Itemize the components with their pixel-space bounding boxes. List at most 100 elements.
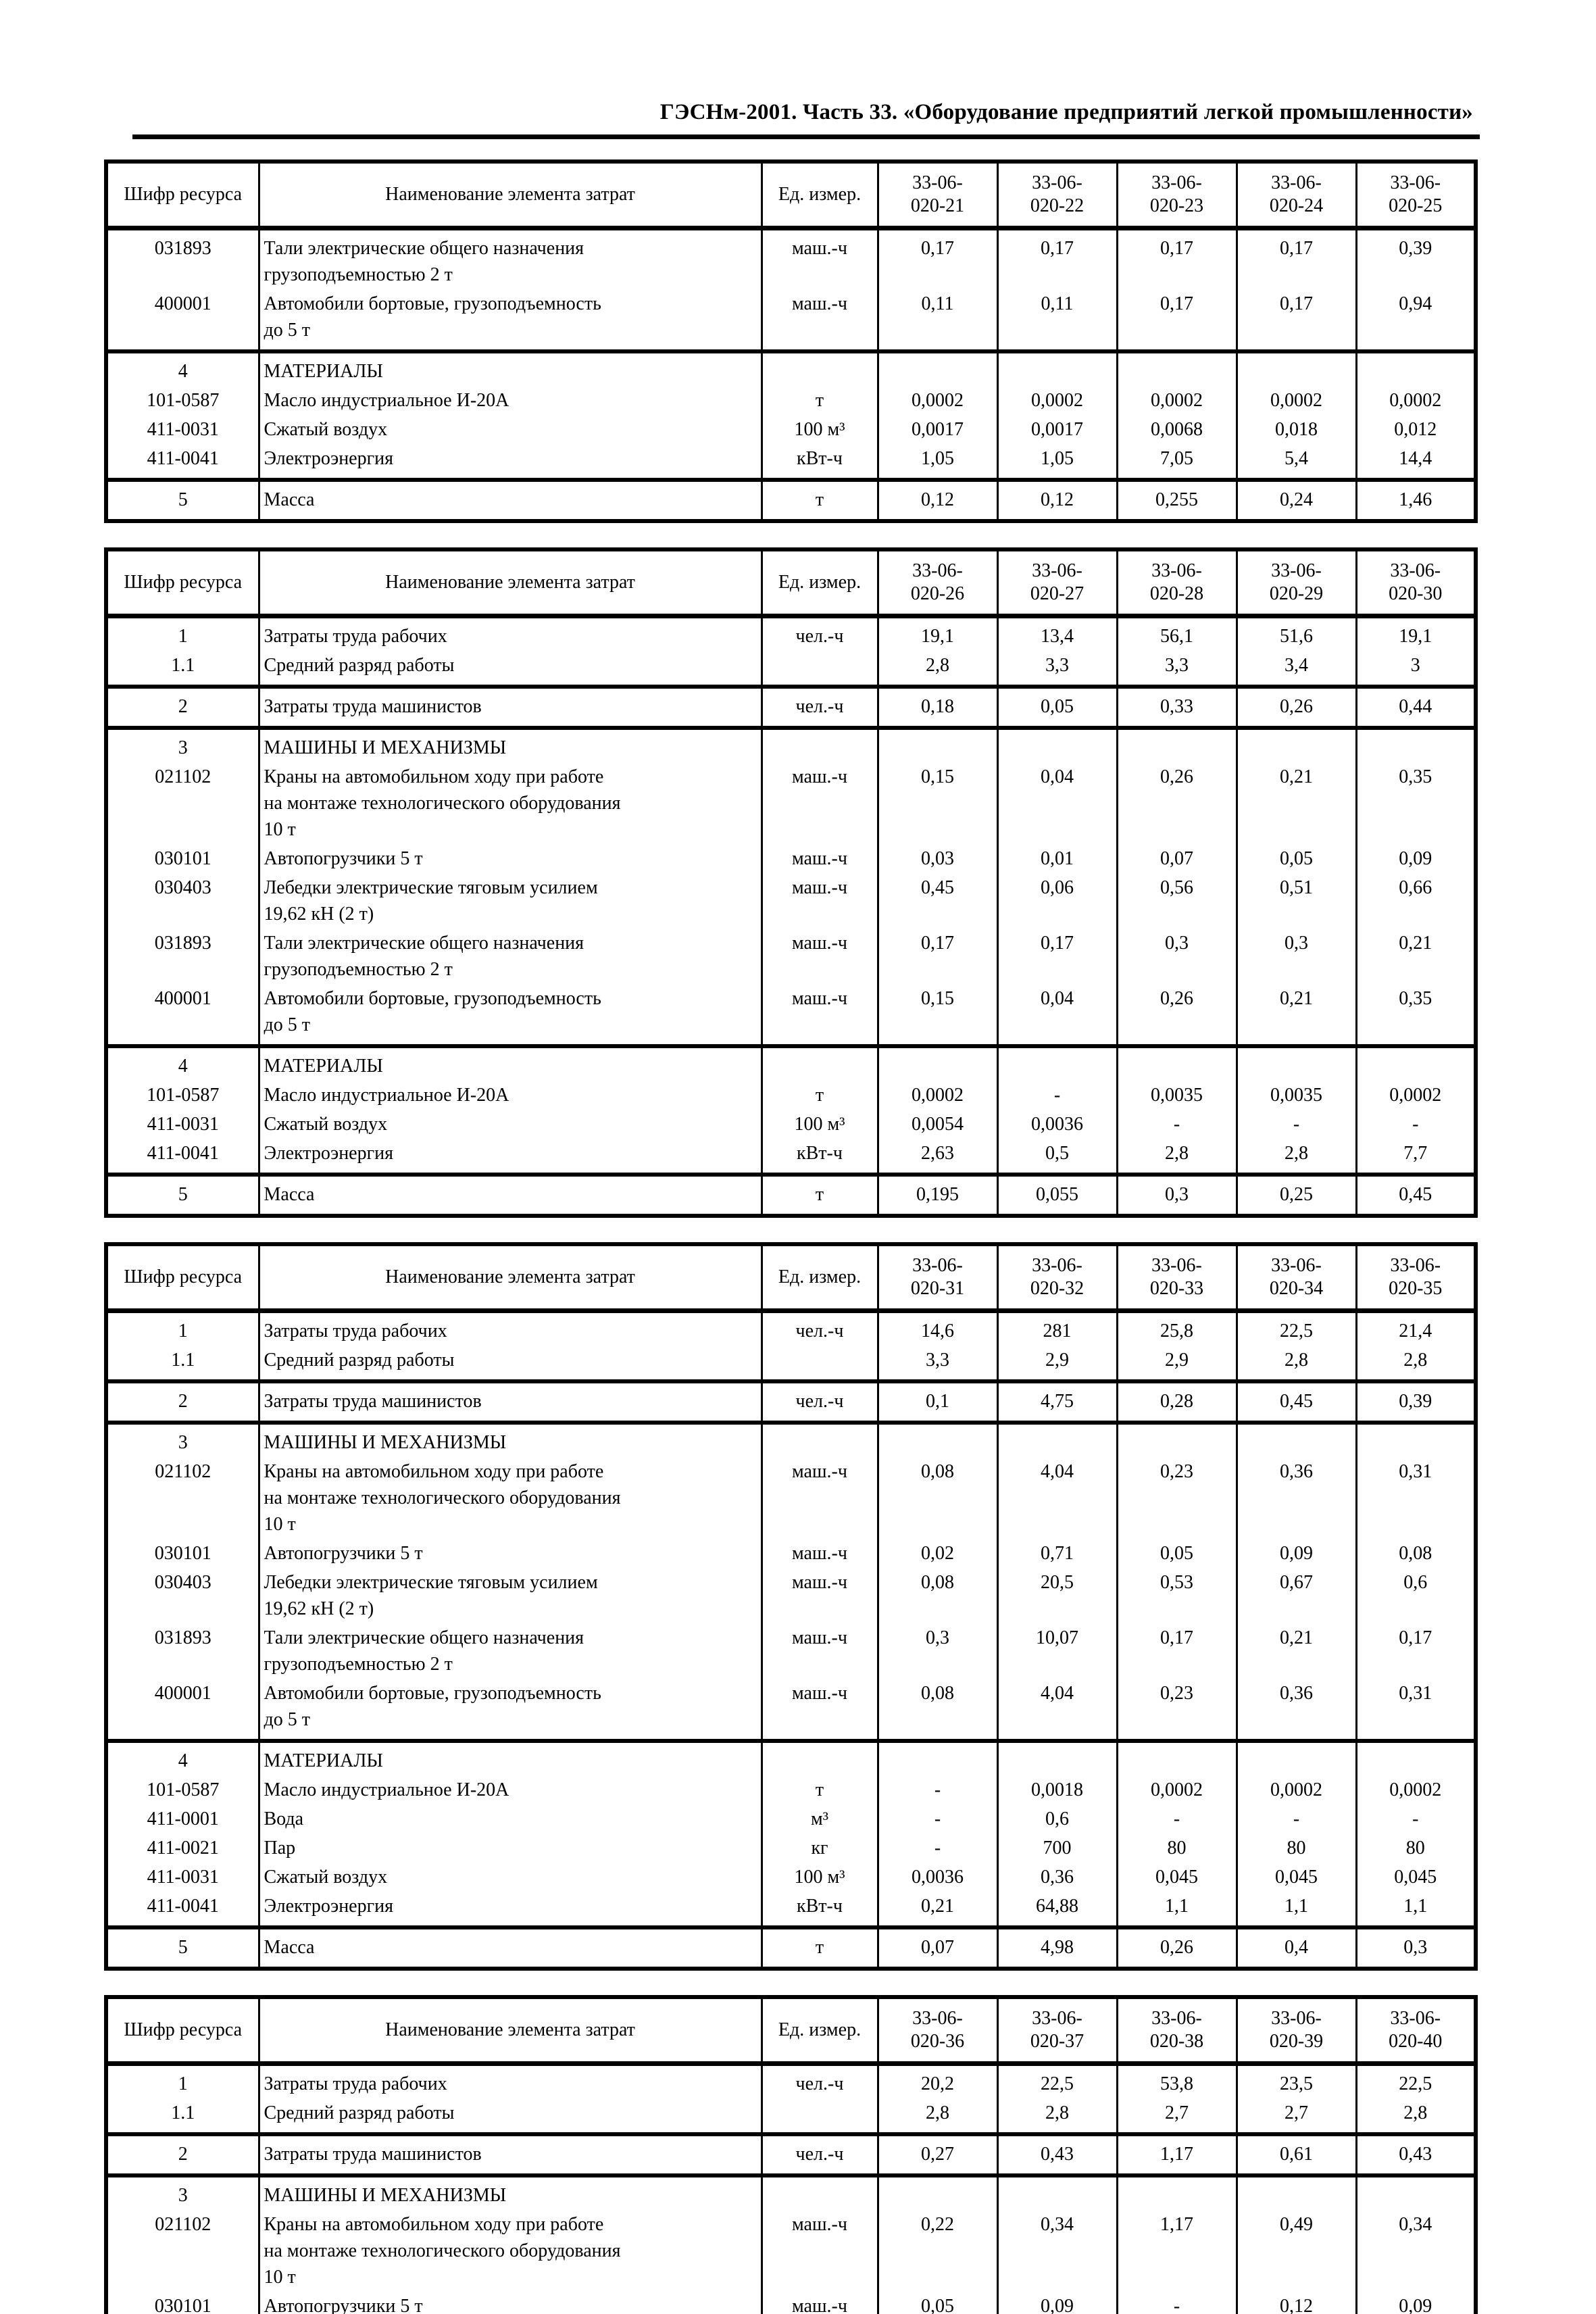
cell-value: 0,0002 — [1116, 1775, 1237, 1804]
table-row: 411-0001 Вода м³ -0,6- - - — [105, 1804, 1476, 1833]
cell-value: 0,12 — [876, 480, 997, 521]
cell-unit — [760, 651, 878, 687]
cell-value: 0,25 — [1235, 1175, 1356, 1216]
cell-cost-element-name: Краны на автомобильном ходу при работе н… — [257, 2210, 762, 2292]
cell-value: 0,28 — [1116, 1381, 1237, 1423]
cell-value: 0,04 — [996, 762, 1117, 844]
cell-value: - — [1355, 1110, 1476, 1139]
cell-value: 2,7 — [1116, 2098, 1237, 2134]
cell-cost-element-name: Средний разряд работы — [257, 2098, 762, 2134]
cell-value: 0,17 — [1355, 1623, 1476, 1679]
table-row: 021102 Краны на автомобильном ходу при ра… — [105, 2210, 1476, 2292]
cell-cost-element-name: МАТЕРИАЛЫ — [257, 1741, 762, 1775]
cell-value: 0,26 — [1235, 687, 1356, 728]
header-rule — [132, 134, 1480, 139]
cell-value: 2,8 — [876, 2098, 997, 2134]
cell-value: 1,1 — [1116, 1892, 1237, 1927]
cell-unit: маш.-ч — [760, 1568, 878, 1623]
cell-value — [1116, 1741, 1237, 1775]
cell-value: 0,17 — [1235, 289, 1356, 351]
table-row: 4 МАТЕРИАЛЫ — [105, 1741, 1476, 1775]
cell-unit — [760, 728, 878, 762]
cell-value: 0,4 — [1235, 1927, 1356, 1969]
header-norm-code: 33-06- 020-30 — [1355, 549, 1476, 616]
cell-value — [1355, 1423, 1476, 1457]
cell-value: 0,17 — [1235, 228, 1356, 289]
cell-cost-element-name: Тали электрические общего назначения гру… — [257, 1623, 762, 1679]
cell-resource-code: 411-0041 — [105, 444, 259, 480]
cell-cost-element-name: Затраты труда рабочих — [257, 2063, 762, 2098]
table-row: 411-0021 Пар кг -700 80 80 80 — [105, 1833, 1476, 1863]
table-header-row: Шифр ресурса Наименование элемента затрат… — [105, 1997, 1476, 2064]
cell-cost-element-name: Масса — [257, 480, 762, 521]
cell-resource-code: 411-0041 — [105, 1139, 259, 1175]
cell-value: 1,17 — [1116, 2134, 1237, 2175]
cell-value: 0,08 — [876, 1457, 997, 1539]
cell-unit — [760, 1346, 878, 1381]
cell-value: 0,0017 — [876, 415, 997, 444]
cell-resource-code: 2 — [105, 687, 259, 728]
cell-value: 0,01 — [996, 844, 1117, 873]
table-row: 5 Масса т 0,195 0,055 0,3 0,25 0,45 — [105, 1175, 1476, 1216]
cell-value: 0,055 — [996, 1175, 1117, 1216]
cell-value: 0,18 — [876, 687, 997, 728]
cell-value: 4,98 — [996, 1927, 1117, 1969]
table-row: 021102 Краны на автомобильном ходу при ра… — [105, 1457, 1476, 1539]
cell-value: 0,15 — [876, 762, 997, 844]
cell-resource-code: 030101 — [105, 844, 259, 873]
table-row: 5 Масса т 0,12 0,12 0,255 0,24 1,46 — [105, 480, 1476, 521]
cell-value: 2,8 — [1235, 1346, 1356, 1381]
cell-unit — [760, 1741, 878, 1775]
cell-value: 0,49 — [1235, 2210, 1356, 2292]
cell-resource-code: 021102 — [105, 1457, 259, 1539]
table-row: 4 МАТЕРИАЛЫ — [105, 351, 1476, 386]
cell-resource-code: 021102 — [105, 2210, 259, 2292]
cell-cost-element-name: Масло индустриальное И-20А — [257, 1081, 762, 1110]
table-row: 4 МАТЕРИАЛЫ — [105, 1046, 1476, 1081]
table-row: 411-0041 Электроэнергия кВт-ч 2,63 0,5 2,8 2,8… — [105, 1139, 1476, 1175]
cell-value: 3,3 — [996, 651, 1117, 687]
cell-value: 21,4 — [1355, 1310, 1476, 1346]
cell-value — [1235, 1423, 1356, 1457]
table-section: 5 Масса т 0,07 4,98 0,26 0,4 0,3 — [105, 1927, 1476, 1969]
cell-unit: чел.-ч — [760, 687, 878, 728]
cell-value — [876, 2175, 997, 2210]
cell-value: 19,1 — [876, 616, 997, 651]
cell-value: 0,17 — [876, 228, 997, 289]
cell-resource-code: 5 — [105, 1175, 259, 1216]
cell-value: 20,5 — [996, 1568, 1117, 1623]
cell-unit: маш.-ч — [760, 1457, 878, 1539]
cell-resource-code: 030101 — [105, 2292, 259, 2314]
cell-value: 0,0054 — [876, 1110, 997, 1139]
cell-cost-element-name: Сжатый воздух — [257, 1110, 762, 1139]
cell-value — [1116, 1046, 1237, 1081]
cell-resource-code: 101-0587 — [105, 1081, 259, 1110]
cell-value: 2,8 — [1235, 1139, 1356, 1175]
cell-value: 0,0002 — [1116, 386, 1237, 415]
cell-value: 0,36 — [996, 1863, 1117, 1892]
header-norm-code: 33-06- 020-38 — [1116, 1997, 1237, 2064]
cell-cost-element-name: Автомобили бортовые, грузоподъемность до… — [257, 1679, 762, 1741]
cell-value: 0,71 — [996, 1539, 1117, 1568]
cell-value — [996, 1423, 1117, 1457]
cell-value: 0,0036 — [876, 1863, 997, 1892]
cell-unit: маш.-ч — [760, 1539, 878, 1568]
cell-unit: т — [760, 1175, 878, 1216]
table-header-row: Шифр ресурса Наименование элемента затрат… — [105, 1244, 1476, 1311]
cell-value: 4,04 — [996, 1679, 1117, 1741]
cell-value: 10,07 — [996, 1623, 1117, 1679]
table-header: Шифр ресурса Наименование элемента затрат… — [105, 1997, 1476, 2064]
table-row: 400001 Автомобили бортовые, грузоподъемно… — [105, 1679, 1476, 1741]
cell-value: 3 — [1355, 651, 1476, 687]
cell-value — [996, 1046, 1117, 1081]
header-cost-element-name: Наименование элемента затрат — [257, 1244, 762, 1311]
cell-resource-code: 021102 — [105, 762, 259, 844]
table-row: 030101 Автопогрузчики 5 т маш.-ч 0,05 0,09-0… — [105, 2292, 1476, 2314]
cell-value: 0,35 — [1355, 984, 1476, 1046]
table-row: 411-0031 Сжатый воздух 100 м³ 0,0054 0,0036-… — [105, 1110, 1476, 1139]
table-section: 3 МАШИНЫ И МЕХАНИЗМЫ 021102 Краны на автомо… — [105, 1423, 1476, 1741]
cell-value: 0,15 — [876, 984, 997, 1046]
cell-cost-element-name: Тали электрические общего назначения гру… — [257, 228, 762, 289]
cell-value: 0,31 — [1355, 1457, 1476, 1539]
cell-value: 2,7 — [1235, 2098, 1356, 2134]
